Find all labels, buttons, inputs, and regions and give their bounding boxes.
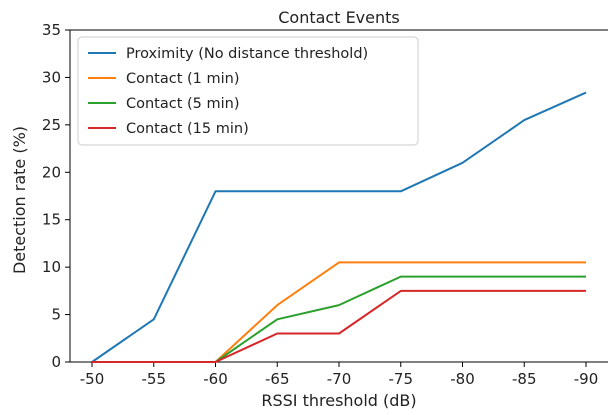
x-tick-label: -80	[450, 370, 475, 388]
legend-box	[77, 36, 419, 146]
plot-area: 0 5 10 15 20 25 30 35 -50 -55 -60 -65 -70 -75 -80 -85 -9…	[42, 21, 608, 388]
x-tick-label: -60	[203, 370, 228, 388]
chart-title: Contact Events	[278, 8, 400, 27]
legend-label-2: Contact (1 min)	[126, 71, 240, 87]
series-line-4	[92, 289, 586, 363]
legend: Proximity (No distance threshold) Contact…	[77, 36, 419, 146]
y-tick-label: 25	[42, 116, 61, 134]
x-tick-label: -50	[80, 370, 105, 388]
y-axis-label: Detection rate (%)	[10, 126, 29, 274]
y-tick-label: 10	[42, 258, 61, 276]
legend-label-3: Contact (5 min)	[126, 96, 240, 112]
y-tick-label: 30	[42, 68, 61, 86]
series-line-3	[92, 275, 586, 363]
x-tick-label: -90	[574, 370, 599, 388]
legend-label-1: Proximity (No distance threshold)	[126, 46, 368, 62]
y-tick-label: 15	[42, 211, 61, 229]
y-tick-label: 5	[51, 306, 61, 324]
y-tick-label: 35	[42, 21, 61, 39]
x-tick-label: -55	[142, 370, 167, 388]
x-axis-label: RSSI threshold (dB)	[261, 391, 416, 410]
y-tick-label: 20	[42, 163, 61, 181]
x-tick-label: -75	[389, 370, 414, 388]
y-tick-label: 0	[51, 353, 61, 371]
x-tick-label: -85	[512, 370, 537, 388]
series-line-1	[91, 91, 587, 363]
x-tick-label: -65	[265, 370, 290, 388]
x-tick-label: -70	[327, 370, 352, 388]
legend-label-4: Contact (15 min)	[126, 121, 249, 137]
